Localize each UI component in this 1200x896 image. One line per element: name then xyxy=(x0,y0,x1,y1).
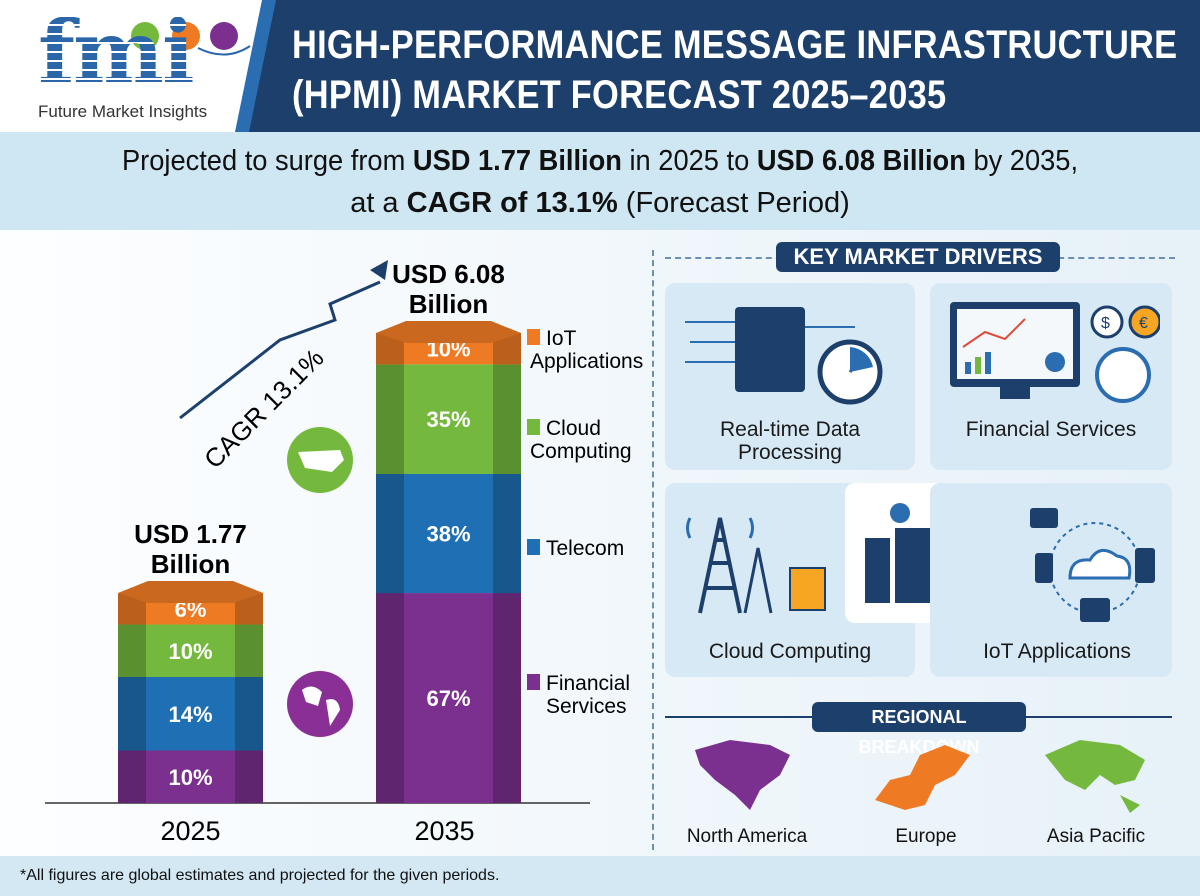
page-title-line2: (HPMI) MARKET FORECAST 2025–2035 xyxy=(292,73,947,117)
logo-globes-icon xyxy=(131,22,251,56)
panel-divider xyxy=(652,250,654,850)
svg-text:$: $ xyxy=(1101,315,1110,332)
legend-swatch xyxy=(527,674,540,690)
subtitle-2035-value: USD 6.08 Billion xyxy=(756,145,966,177)
bar-total-label: USD 6.08 Billion xyxy=(392,259,505,319)
cell-tower-cloud-icon xyxy=(686,517,826,614)
bar-segment-side xyxy=(493,474,521,594)
region-label-north-america: North America xyxy=(686,826,808,847)
key-market-drivers-heading: KEY MARKET DRIVERS xyxy=(776,242,1060,272)
cagr-arrow xyxy=(179,280,381,420)
legend-label: IoT xyxy=(546,327,577,350)
driver-card-iot: IoT Applications xyxy=(930,483,1172,677)
stacked-bar-chart: CAGR 13.1% 10%14%10%6%USD 1.77 Billion202… xyxy=(45,259,643,846)
driver-label: Financial Services xyxy=(965,418,1137,441)
bar-data-label: 10% xyxy=(168,765,212,790)
bar-data-label: 67% xyxy=(426,686,470,711)
subtitle-text: at a xyxy=(350,187,407,219)
driver-label: Cloud Computing xyxy=(708,640,872,663)
legend-label: Telecom xyxy=(546,537,624,560)
page-title-line1: HIGH-PERFORMANCE MESSAGE INFRASTRUCTURE xyxy=(292,23,1178,67)
subtitle-text: Projected to surge from xyxy=(121,145,413,177)
legend-label: Services xyxy=(546,695,627,718)
legend-label: Applications xyxy=(530,350,643,373)
bar-data-label: 14% xyxy=(168,702,212,727)
bar-data-label: 10% xyxy=(168,639,212,664)
bar-total-label: USD 1.77 Billion xyxy=(134,519,247,579)
subtitle-line2: at a CAGR of 13.1% (Forecast Period) xyxy=(0,186,1200,220)
driver-card-realtime: Real-time Data Processing xyxy=(665,283,915,470)
legend-swatch xyxy=(527,419,540,435)
subtitle-text: (Forecast Period) xyxy=(617,187,850,219)
bar-segment-side xyxy=(235,677,263,751)
legend-label: Cloud xyxy=(546,417,601,440)
legend-label: Computing xyxy=(530,440,632,463)
europe-map-icon xyxy=(875,745,970,810)
processor-stopwatch-icon xyxy=(685,307,883,405)
bar-segment-side xyxy=(493,593,521,803)
subtitle-band xyxy=(0,132,1200,230)
subtitle-line1: Projected to surge from USD 1.77 Billion… xyxy=(36,144,1164,178)
bar-segment-side xyxy=(376,474,404,594)
header-band xyxy=(245,0,1200,132)
legend-swatch xyxy=(527,539,540,555)
region-label-europe: Europe xyxy=(895,826,957,847)
bar-segment-side xyxy=(235,624,263,677)
globe-icon xyxy=(287,671,353,737)
bar-segment-side xyxy=(118,750,146,803)
bar-top-cap xyxy=(376,321,521,343)
driver-label: IoT Applications xyxy=(983,640,1131,663)
svg-text:€: € xyxy=(1139,315,1148,332)
legend-label: Financial xyxy=(546,672,630,695)
bar-data-label: 38% xyxy=(426,522,470,547)
bar-segment-side xyxy=(493,364,521,474)
bar-segment-side xyxy=(118,677,146,751)
iot-devices-icon xyxy=(1030,508,1155,622)
footer-note: *All figures are global estimates and pr… xyxy=(0,856,1200,896)
usa-map-icon xyxy=(287,427,353,493)
bar-data-label: 35% xyxy=(426,407,470,432)
driver-card-financial: $ € Financial Services xyxy=(930,283,1172,470)
bar-segment-side xyxy=(376,593,404,803)
bar-segment-side xyxy=(376,364,404,474)
subtitle-2025-value: USD 1.77 Billion xyxy=(412,145,622,177)
logo-letters: fmi xyxy=(38,2,195,103)
subtitle-text: in 2025 to xyxy=(621,145,757,177)
regional-breakdown-heading: REGIONAL BREAKDOWN xyxy=(812,702,1026,757)
bar-segment-side xyxy=(235,750,263,803)
driver-label: Real-time Data Processing xyxy=(719,418,861,464)
bar-segment-side xyxy=(118,624,146,677)
asia-pacific-map-icon xyxy=(1045,740,1145,813)
region-label-asia-pacific: Asia Pacific xyxy=(1046,826,1146,847)
monitor-currency-icon: $ € xyxy=(950,302,1160,403)
legend-swatch xyxy=(527,329,540,345)
subtitle-text: by 2035, xyxy=(965,145,1079,177)
subtitle-cagr: CAGR of 13.1% xyxy=(406,187,618,219)
company-name: Future Market Insights xyxy=(38,102,208,121)
cagr-arrow-head xyxy=(370,260,388,280)
north-america-map-icon xyxy=(695,740,790,810)
bar-top-cap xyxy=(118,581,263,603)
x-tick-label: 2025 xyxy=(160,816,220,846)
x-tick-label: 2035 xyxy=(414,816,474,846)
